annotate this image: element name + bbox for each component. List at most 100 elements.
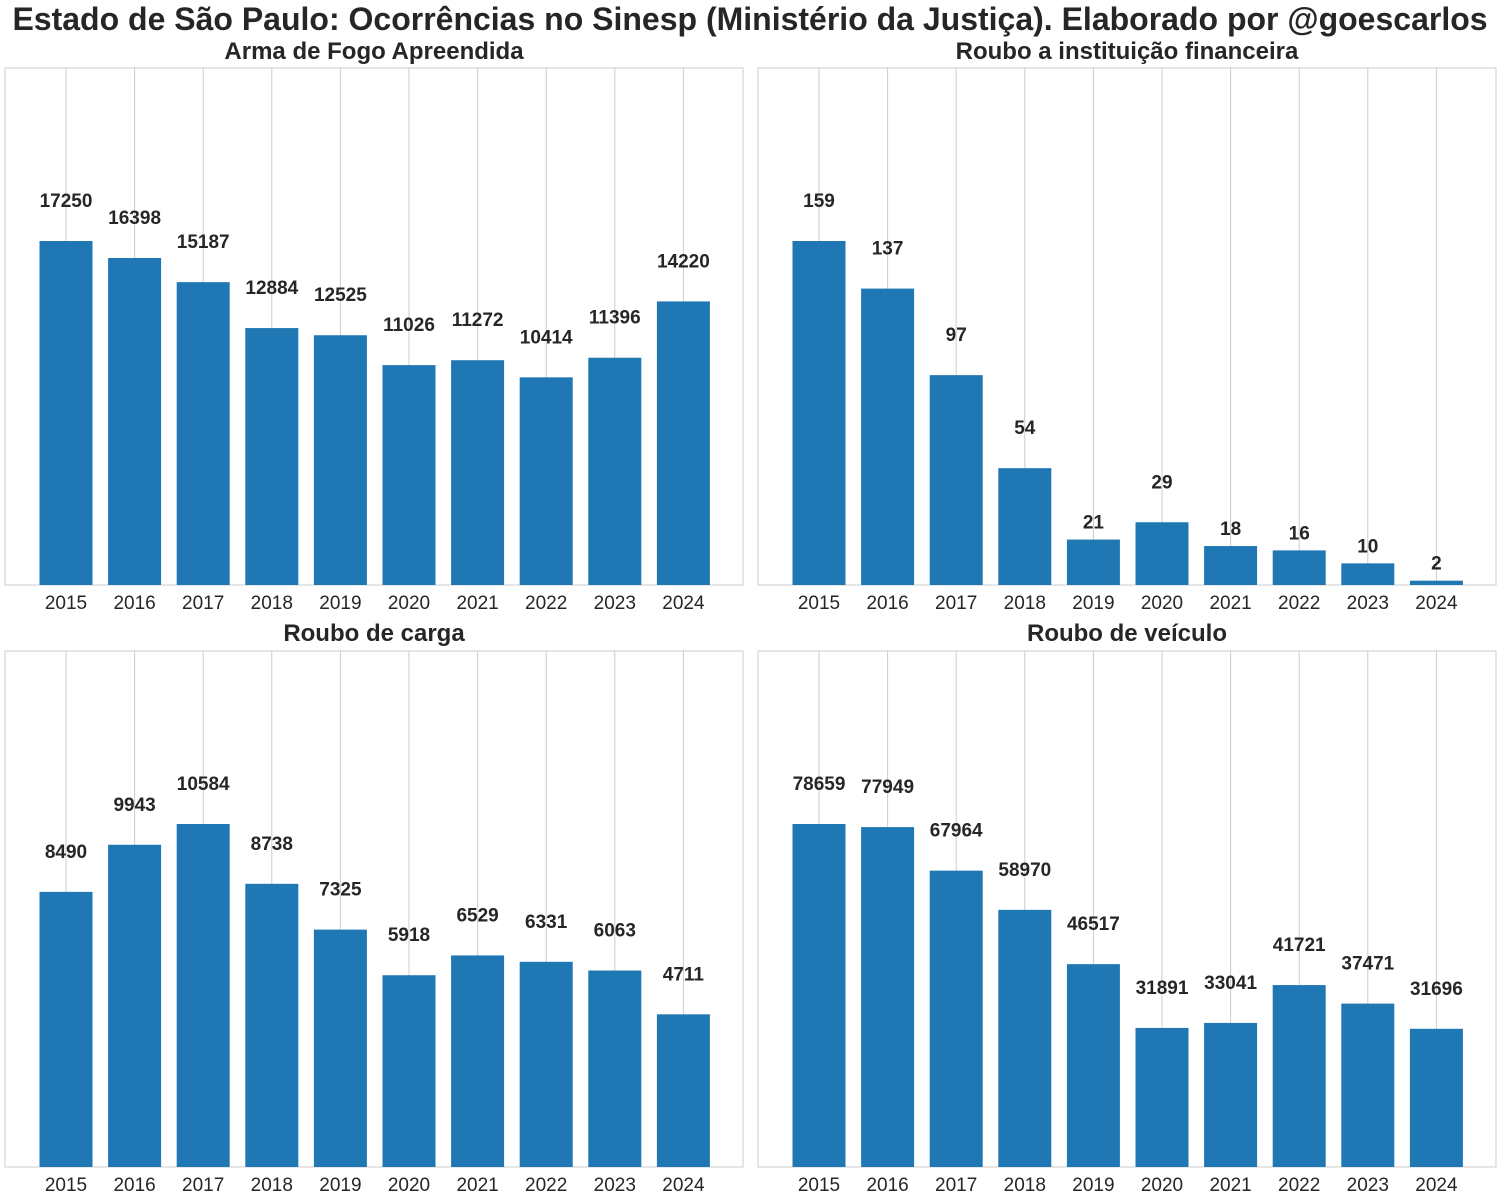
x-tick-label: 2020 — [1141, 1175, 1183, 1196]
data-label: 54 — [1014, 418, 1036, 439]
x-tick-label: 2021 — [1209, 1175, 1251, 1196]
chart-title: Arma de Fogo Apreendida — [224, 38, 524, 65]
data-label: 21 — [1083, 513, 1105, 534]
bar-2023 — [1341, 563, 1395, 585]
bar-2021 — [451, 360, 505, 585]
data-label: 77949 — [861, 777, 914, 798]
x-tick-label: 2021 — [1209, 593, 1251, 614]
x-tick-label: 2019 — [1072, 1175, 1114, 1196]
data-label: 10584 — [177, 774, 230, 795]
x-tick-label: 2016 — [866, 593, 908, 614]
x-tick-label: 2019 — [319, 1175, 361, 1196]
bar-2024 — [1409, 580, 1463, 585]
x-tick-label: 2016 — [113, 1175, 155, 1196]
bar-2019 — [313, 335, 367, 585]
x-tick-label: 2016 — [866, 1175, 908, 1196]
bar-2018 — [245, 883, 299, 1167]
data-label: 37471 — [1341, 954, 1394, 975]
data-label: 6063 — [594, 921, 636, 942]
x-tick-label: 2015 — [798, 1175, 840, 1196]
x-tick-label: 2023 — [1347, 593, 1389, 614]
x-tick-label: 2016 — [113, 593, 155, 614]
data-label: 4711 — [663, 964, 705, 985]
data-label: 16 — [1289, 523, 1310, 544]
bar-2019 — [1066, 539, 1120, 585]
bar-2016 — [108, 257, 162, 585]
x-tick-label: 2017 — [182, 1175, 224, 1196]
data-label: 5918 — [388, 925, 430, 946]
bar-2017 — [929, 870, 983, 1167]
bar-2022 — [519, 377, 573, 585]
figure-title: Estado de São Paulo: Ocorrências no Sine… — [12, 1, 1488, 37]
bar-2017 — [176, 824, 230, 1167]
x-tick-label: 2021 — [456, 593, 498, 614]
x-tick-label: 2018 — [251, 1175, 293, 1196]
data-label: 12525 — [314, 285, 367, 306]
x-tick-label: 2015 — [45, 1175, 87, 1196]
bar-2015 — [39, 891, 93, 1167]
bar-2024 — [656, 301, 710, 585]
x-tick-label: 2024 — [1415, 1175, 1458, 1196]
x-tick-label: 2024 — [662, 593, 705, 614]
x-tick-label: 2023 — [1347, 1175, 1389, 1196]
data-label: 10 — [1357, 536, 1378, 557]
plot-frame — [4, 67, 744, 586]
bar-2021 — [1204, 1022, 1258, 1167]
bar-2022 — [519, 961, 573, 1167]
x-tick-label: 2017 — [935, 1175, 977, 1196]
data-label: 46517 — [1067, 914, 1120, 935]
x-tick-label: 2022 — [1278, 1175, 1320, 1196]
x-tick-label: 2018 — [1004, 593, 1046, 614]
bar-2020 — [1135, 1027, 1189, 1167]
data-label: 58970 — [998, 860, 1051, 881]
x-tick-label: 2015 — [798, 593, 840, 614]
x-tick-label: 2022 — [525, 1175, 567, 1196]
data-label: 2 — [1431, 554, 1442, 575]
bar-2022 — [1272, 985, 1326, 1167]
chart-title: Roubo de carga — [283, 620, 465, 647]
bar-2015 — [792, 241, 846, 585]
bar-2022 — [1272, 550, 1326, 585]
data-label: 6331 — [525, 912, 568, 933]
bar-2020 — [1135, 522, 1189, 585]
data-label: 10414 — [520, 327, 573, 348]
data-label: 6529 — [456, 905, 498, 926]
x-tick-label: 2020 — [388, 1175, 430, 1196]
x-tick-label: 2017 — [935, 593, 977, 614]
data-label: 11272 — [452, 310, 504, 331]
data-label: 29 — [1151, 472, 1172, 493]
bar-2019 — [1066, 964, 1120, 1167]
data-label: 16398 — [108, 208, 161, 229]
x-tick-label: 2024 — [662, 1175, 705, 1196]
x-tick-label: 2022 — [1278, 593, 1320, 614]
data-label: 11396 — [589, 308, 641, 329]
x-tick-label: 2023 — [594, 1175, 636, 1196]
bar-2023 — [588, 357, 642, 585]
bar-2021 — [1204, 546, 1258, 585]
data-label: 8738 — [251, 834, 293, 855]
plot-frame — [757, 67, 1497, 586]
x-tick-label: 2019 — [319, 593, 361, 614]
bar-2018 — [998, 468, 1052, 585]
data-label: 17250 — [40, 191, 93, 212]
x-tick-label: 2021 — [456, 1175, 498, 1196]
data-label: 31891 — [1136, 978, 1189, 999]
data-label: 14220 — [657, 251, 710, 272]
data-label: 97 — [946, 325, 967, 346]
bar-2020 — [382, 975, 436, 1167]
plot-frame — [4, 650, 744, 1168]
data-label: 31696 — [1410, 979, 1463, 1000]
x-tick-label: 2018 — [251, 593, 293, 614]
bar-2016 — [861, 288, 915, 585]
plot-frame — [757, 650, 1497, 1168]
data-label: 8490 — [45, 842, 87, 863]
data-label: 12884 — [245, 278, 298, 299]
data-label: 33041 — [1204, 973, 1257, 994]
bar-2021 — [451, 955, 505, 1167]
bar-2019 — [313, 929, 367, 1167]
bar-2020 — [382, 365, 436, 585]
